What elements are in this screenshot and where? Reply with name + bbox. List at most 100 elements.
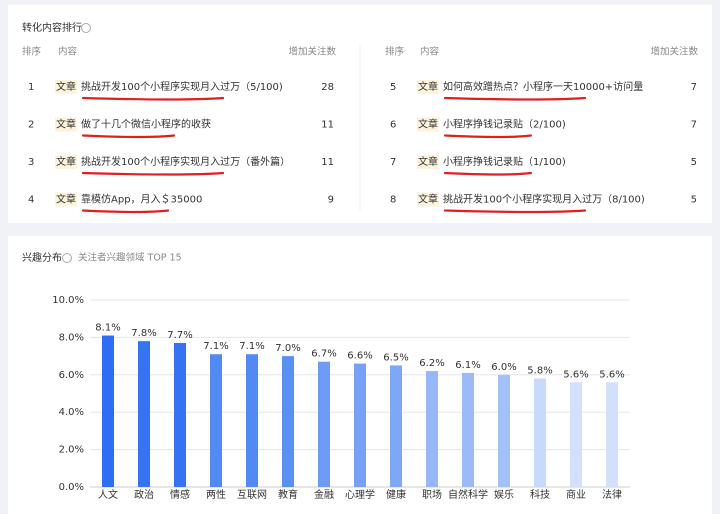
x-tick-label: 科技 bbox=[530, 488, 550, 501]
content-title: 小程序挣钱记录贴（1/100) bbox=[443, 155, 566, 168]
count: 11 bbox=[321, 157, 334, 168]
ranking-title: 转化内容排行 bbox=[22, 21, 82, 34]
tag-bg bbox=[55, 192, 77, 207]
count: 28 bbox=[321, 82, 334, 93]
bar bbox=[174, 343, 186, 487]
x-tick-label: 心理学 bbox=[345, 488, 375, 501]
content-title: 做了十几个微信小程序的收获 bbox=[81, 118, 211, 131]
annotation-underline bbox=[443, 96, 587, 101]
y-tick-label: 8.0% bbox=[59, 332, 84, 343]
bar bbox=[498, 374, 510, 487]
value-label: 5.6% bbox=[599, 369, 624, 380]
content-title: 挑战开发100个小程序实现月入过万（8/100) bbox=[443, 193, 645, 206]
header: 增加关注数 bbox=[288, 46, 336, 58]
count: 5 bbox=[691, 157, 697, 168]
rank: 2 bbox=[28, 120, 34, 131]
value-label: 6.1% bbox=[455, 360, 480, 371]
tag: 文章 bbox=[56, 80, 76, 93]
bar bbox=[426, 371, 438, 487]
value-label: 6.5% bbox=[383, 352, 408, 363]
bar bbox=[138, 341, 150, 487]
header: 增加关注数 bbox=[650, 46, 698, 58]
header: 内容 bbox=[58, 46, 78, 58]
tag-bg bbox=[417, 192, 439, 207]
bar bbox=[462, 372, 474, 487]
tag-bg bbox=[417, 117, 439, 132]
tag-bg bbox=[55, 117, 77, 132]
bar bbox=[246, 354, 258, 487]
tag-bg bbox=[55, 155, 77, 169]
content-title: 如何高效蹭热点？小程序一天10000+访问量 bbox=[443, 80, 643, 93]
bar bbox=[390, 365, 402, 487]
content-title: 挑战开发100个小程序实现月入过万（番外篇） bbox=[81, 155, 290, 168]
value-label: 8.1% bbox=[95, 323, 120, 334]
header: 内容 bbox=[420, 46, 440, 58]
header: 排序 bbox=[385, 46, 405, 58]
header: 排序 bbox=[22, 46, 42, 58]
x-tick-label: 职场 bbox=[422, 488, 442, 501]
annotation-underline bbox=[81, 171, 225, 176]
y-tick-label: 4.0% bbox=[59, 407, 84, 418]
tag: 文章 bbox=[56, 118, 76, 131]
annotation-underline bbox=[81, 134, 176, 139]
x-tick-label: 情感 bbox=[170, 488, 190, 501]
content-title: 靠模仿App，月入＄35000 bbox=[81, 193, 202, 206]
x-tick-label: 金融 bbox=[314, 488, 334, 501]
x-tick-label: 娱乐 bbox=[494, 488, 514, 501]
value-label: 6.2% bbox=[419, 358, 444, 369]
value-label: 6.0% bbox=[491, 362, 516, 373]
tag-bg bbox=[417, 155, 439, 169]
rank: 5 bbox=[390, 82, 396, 93]
value-label: 6.7% bbox=[311, 349, 336, 360]
rank: 1 bbox=[28, 82, 34, 93]
rank: 8 bbox=[390, 195, 396, 206]
bar bbox=[534, 378, 546, 487]
y-tick-label: 6.0% bbox=[59, 370, 84, 381]
bar bbox=[282, 356, 294, 487]
annotation-underline bbox=[443, 209, 587, 214]
x-tick-label: 人文 bbox=[98, 488, 118, 501]
y-tick-label: 10.0% bbox=[52, 295, 84, 306]
tag: 文章 bbox=[418, 155, 438, 168]
tag: 文章 bbox=[418, 118, 438, 131]
rank: 3 bbox=[28, 157, 34, 168]
y-tick-label: 0.0% bbox=[59, 482, 84, 493]
tag: 文章 bbox=[418, 80, 438, 93]
value-label: 7.0% bbox=[275, 343, 300, 354]
x-tick-label: 法律 bbox=[602, 488, 622, 501]
bar bbox=[318, 361, 330, 487]
annotation-underline bbox=[81, 209, 170, 214]
x-tick-label: 互联网 bbox=[237, 489, 267, 501]
bar bbox=[354, 363, 366, 487]
rank: 7 bbox=[390, 157, 396, 168]
bar bbox=[570, 382, 582, 487]
help-icon[interactable] bbox=[62, 253, 72, 263]
value-label: 7.7% bbox=[167, 330, 192, 341]
rank: 6 bbox=[390, 120, 396, 131]
tag: 文章 bbox=[418, 193, 438, 206]
value-label: 5.6% bbox=[563, 369, 588, 380]
value-label: 5.8% bbox=[527, 366, 552, 377]
annotation-underline bbox=[81, 96, 225, 101]
help-icon[interactable] bbox=[81, 23, 91, 33]
tag: 文章 bbox=[56, 155, 76, 168]
value-label: 7.1% bbox=[239, 341, 264, 352]
annotation-underline bbox=[443, 134, 533, 139]
value-label: 7.8% bbox=[131, 328, 156, 339]
bar bbox=[102, 335, 114, 487]
x-tick-label: 教育 bbox=[278, 488, 298, 501]
x-tick-label: 自然科学 bbox=[448, 488, 488, 501]
count: 9 bbox=[328, 195, 334, 206]
x-tick-label: 商业 bbox=[566, 488, 586, 501]
chart-title: 兴趣分布 bbox=[22, 251, 62, 264]
bar bbox=[606, 382, 618, 487]
content-title: 小程序挣钱记录贴（2/100) bbox=[443, 118, 566, 131]
tag-bg bbox=[417, 80, 439, 94]
count: 7 bbox=[691, 120, 697, 131]
tag: 文章 bbox=[56, 193, 76, 206]
x-tick-label: 两性 bbox=[206, 488, 226, 501]
tag-bg bbox=[55, 80, 77, 94]
x-tick-label: 政治 bbox=[134, 488, 154, 501]
count: 11 bbox=[321, 120, 334, 131]
y-tick-label: 2.0% bbox=[59, 445, 84, 456]
